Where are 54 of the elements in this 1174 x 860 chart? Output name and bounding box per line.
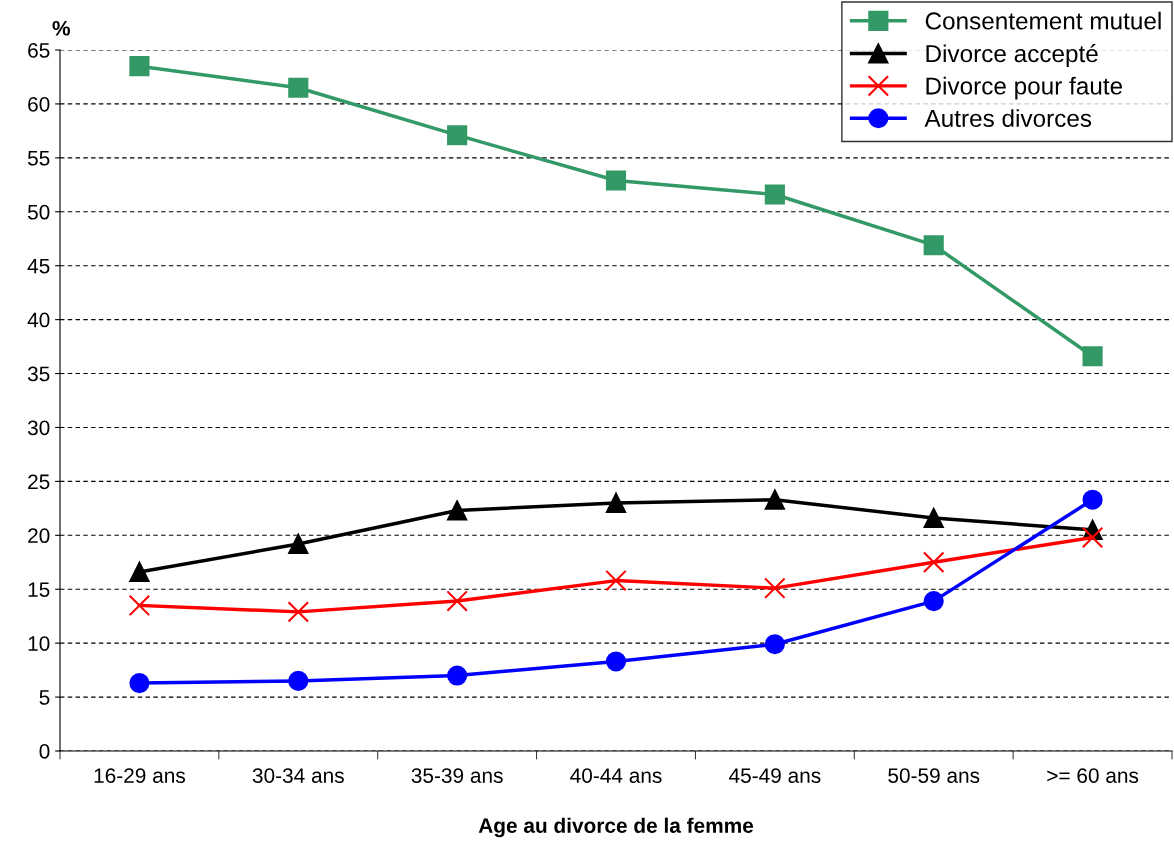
y-tick-label: 15 [28, 582, 50, 597]
x-axis-title: Age au divorce de la femme [478, 817, 754, 838]
point [605, 651, 627, 672]
point [923, 235, 944, 256]
point [129, 561, 150, 583]
x-tick-label: 45-49 ans [729, 768, 821, 783]
legend-label: Divorce accepté [926, 44, 1098, 68]
y-axis-title: % [52, 20, 70, 36]
y-tick-label: 50 [27, 204, 50, 220]
x-tick-label: 50-59 ans [888, 768, 980, 783]
x-tick-label: 40-44 ans [570, 768, 662, 783]
legend-label: Consentement mutuel [925, 11, 1161, 30]
y-tick-label: 40 [27, 312, 50, 328]
point [288, 77, 309, 98]
point [288, 533, 309, 554]
y-tick-label: 30 [27, 420, 50, 436]
point [764, 634, 785, 655]
x-tick-label: >= 60 ans [1047, 768, 1139, 783]
point [447, 125, 468, 146]
point [764, 577, 786, 599]
x-tick-label: 16-29 ans [94, 768, 186, 783]
legend-label: Divorce pour faute [926, 76, 1123, 100]
point [764, 184, 785, 205]
point [447, 500, 468, 521]
y-tick-label: 25 [28, 474, 50, 490]
point [923, 507, 944, 529]
point [923, 591, 944, 612]
x-tick-label: 30-34 ans [252, 768, 344, 783]
point [129, 56, 150, 77]
y-tick-label: 55 [27, 151, 50, 166]
point [605, 170, 627, 191]
point [287, 601, 310, 623]
point [922, 551, 945, 574]
point [605, 492, 627, 514]
y-tick-label: 65 [28, 43, 50, 58]
point [1082, 346, 1103, 367]
y-tick-label: 20 [28, 528, 50, 544]
point [1082, 489, 1103, 510]
legend-label: Autres divorces [924, 109, 1092, 127]
point [1081, 526, 1104, 549]
point [446, 590, 468, 612]
y-tick-label: 60 [28, 96, 50, 112]
y-tick-label: 5 [39, 690, 50, 705]
point [447, 665, 468, 686]
point [288, 670, 309, 691]
y-tick-label: 10 [28, 636, 50, 651]
x-tick-label: 35-39 ans [411, 768, 503, 783]
y-tick-label: 0 [39, 744, 50, 759]
y-tick-label: 35 [27, 366, 50, 382]
point [129, 672, 150, 694]
y-tick-label: 45 [27, 258, 50, 274]
point [128, 594, 151, 617]
point [764, 489, 785, 510]
point [605, 569, 627, 592]
